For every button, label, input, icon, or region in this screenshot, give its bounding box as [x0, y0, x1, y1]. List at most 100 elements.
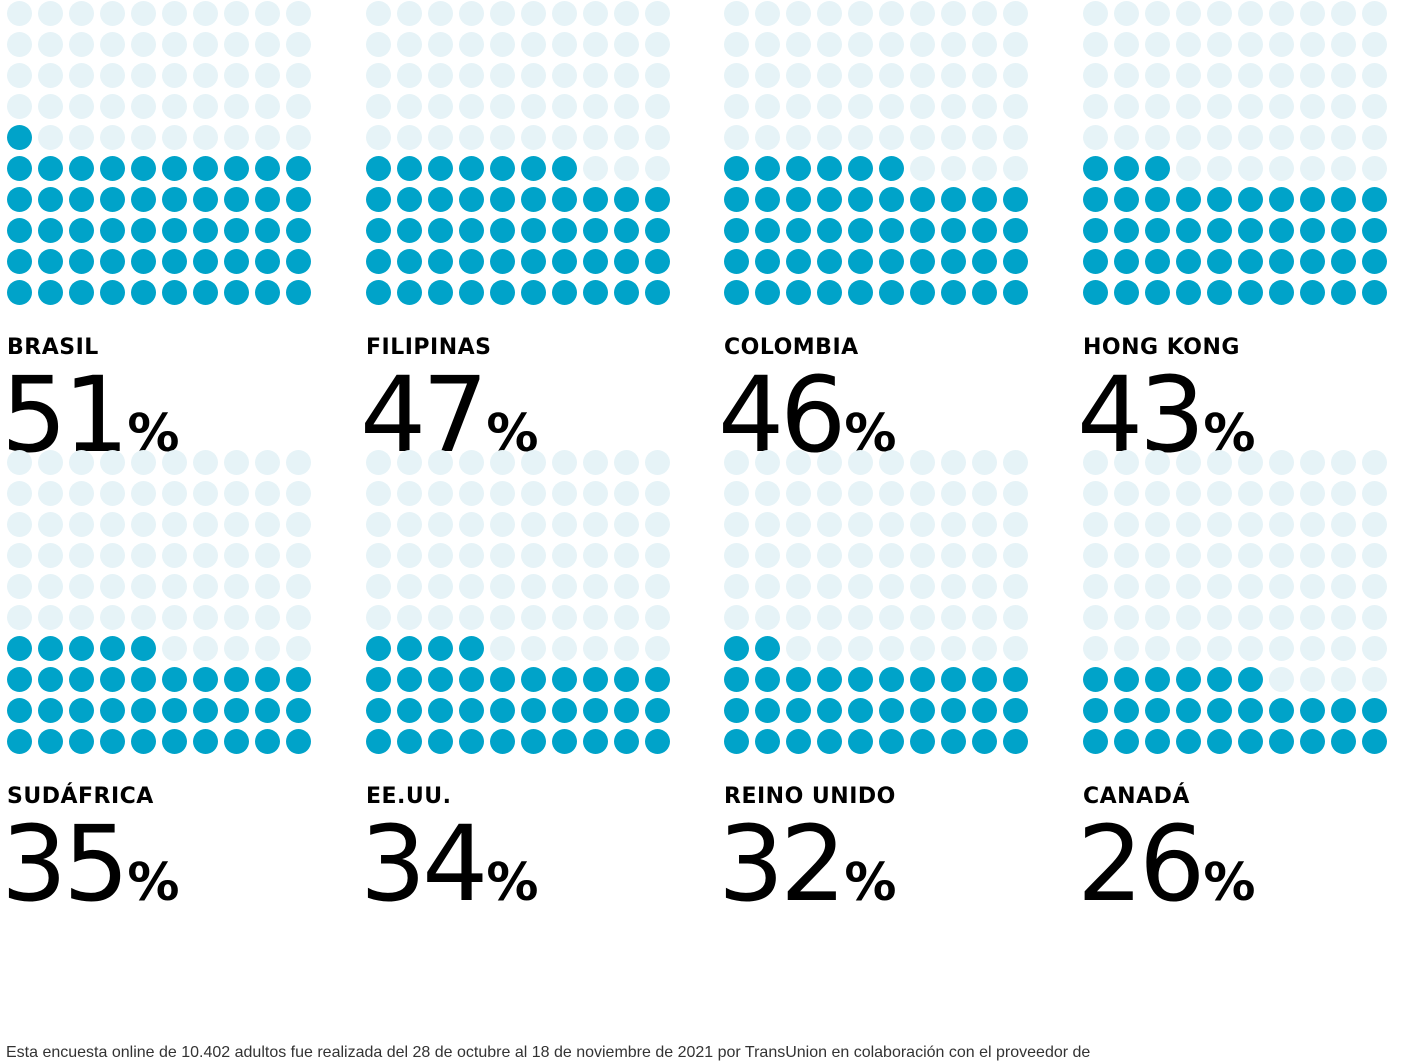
waffle-unit-empty [131, 573, 156, 599]
waffle-unit-empty [131, 542, 156, 568]
waffle-unit-filled [910, 186, 935, 212]
waffle-unit-filled [879, 155, 904, 181]
waffle-unit-empty [1083, 511, 1108, 537]
waffle-unit-empty [1083, 604, 1108, 630]
waffle-unit-empty [7, 573, 32, 599]
waffle-unit-empty [366, 480, 391, 506]
waffle-unit-empty [490, 62, 515, 88]
waffle-unit-empty [910, 573, 935, 599]
waffle-unit-filled [1145, 186, 1170, 212]
waffle-unit-filled [755, 666, 780, 692]
waffle-unit-filled [724, 279, 749, 305]
waffle-unit-empty [428, 124, 453, 150]
waffle-unit-empty [521, 604, 546, 630]
waffle-unit-filled [38, 635, 63, 661]
waffle-unit-filled [1300, 728, 1325, 754]
waffle-unit-empty [1331, 573, 1356, 599]
waffle-unit-empty [1003, 604, 1028, 630]
waffle-unit-empty [459, 480, 484, 506]
waffle-unit-empty [366, 573, 391, 599]
waffle-unit-empty [1269, 666, 1294, 692]
waffle-unit-filled [286, 666, 311, 692]
waffle-unit-empty [1269, 573, 1294, 599]
waffle-unit-empty [490, 604, 515, 630]
waffle-unit-filled [1176, 279, 1201, 305]
waffle-unit-empty [100, 511, 125, 537]
waffle-unit-empty [428, 62, 453, 88]
waffle-unit-empty [552, 604, 577, 630]
waffle-unit-empty [459, 0, 484, 26]
waffle-unit-empty [255, 93, 280, 119]
waffle-unit-empty [193, 31, 218, 57]
waffle-unit-filled [459, 186, 484, 212]
waffle-unit-filled [38, 248, 63, 274]
waffle-unit-filled [69, 248, 94, 274]
waffle-unit-filled [193, 666, 218, 692]
waffle-unit-filled [941, 666, 966, 692]
survey-footnote: Esta encuesta online de 10.402 adultos f… [6, 1044, 1091, 1061]
waffle-unit-empty [100, 124, 125, 150]
waffle-unit-empty [1145, 449, 1170, 475]
waffle-unit-filled [131, 155, 156, 181]
waffle-unit-empty [459, 93, 484, 119]
waffle-unit-filled [786, 728, 811, 754]
waffle-unit-empty [879, 31, 904, 57]
waffle-unit-empty [879, 0, 904, 26]
waffle-unit-empty [224, 542, 249, 568]
waffle-unit-empty [131, 62, 156, 88]
waffle-unit-empty [614, 93, 639, 119]
waffle-unit-empty [972, 573, 997, 599]
waffle-unit-filled [428, 217, 453, 243]
waffle-unit-filled [879, 666, 904, 692]
waffle-unit-empty [817, 31, 842, 57]
waffle-unit-filled [100, 155, 125, 181]
waffle-unit-filled [552, 279, 577, 305]
country-label: CANADÁ [1083, 783, 1190, 809]
waffle-unit-empty [583, 511, 608, 537]
waffle-unit-filled [614, 279, 639, 305]
waffle-unit-empty [255, 542, 280, 568]
waffle-unit-empty [521, 93, 546, 119]
waffle-unit-empty [1176, 542, 1201, 568]
waffle-unit-empty [428, 604, 453, 630]
waffle-unit-empty [817, 480, 842, 506]
waffle-unit-empty [1003, 93, 1028, 119]
waffle-unit-filled [755, 217, 780, 243]
waffle-unit-empty [583, 93, 608, 119]
waffle-unit-empty [786, 124, 811, 150]
waffle-unit-empty [755, 449, 780, 475]
waffle-unit-filled [1331, 217, 1356, 243]
waffle-unit-empty [552, 93, 577, 119]
waffle-grid [366, 0, 670, 305]
waffle-unit-filled [521, 697, 546, 723]
waffle-unit-empty [1362, 635, 1387, 661]
waffle-unit-empty [1362, 124, 1387, 150]
waffle-unit-empty [645, 124, 670, 150]
waffle-unit-filled [428, 155, 453, 181]
waffle-unit-empty [397, 480, 422, 506]
waffle-unit-filled [1114, 217, 1139, 243]
waffle-unit-empty [1238, 480, 1263, 506]
waffle-unit-filled [1145, 697, 1170, 723]
waffle-unit-empty [286, 480, 311, 506]
waffle-unit-filled [755, 155, 780, 181]
waffle-unit-empty [879, 449, 904, 475]
waffle-unit-empty [614, 511, 639, 537]
waffle-unit-empty [1269, 449, 1294, 475]
waffle-unit-empty [1269, 93, 1294, 119]
waffle-unit-filled [1114, 728, 1139, 754]
waffle-unit-empty [255, 449, 280, 475]
waffle-unit-empty [1114, 604, 1139, 630]
waffle-unit-filled [1083, 728, 1108, 754]
waffle-unit-empty [1083, 31, 1108, 57]
waffle-unit-empty [193, 604, 218, 630]
waffle-unit-empty [724, 62, 749, 88]
waffle-unit-filled [397, 186, 422, 212]
waffle-unit-empty [490, 635, 515, 661]
waffle-unit-empty [972, 449, 997, 475]
waffle-unit-empty [162, 635, 187, 661]
waffle-unit-empty [645, 635, 670, 661]
waffle-unit-empty [397, 93, 422, 119]
waffle-unit-filled [366, 635, 391, 661]
waffle-unit-empty [1300, 62, 1325, 88]
